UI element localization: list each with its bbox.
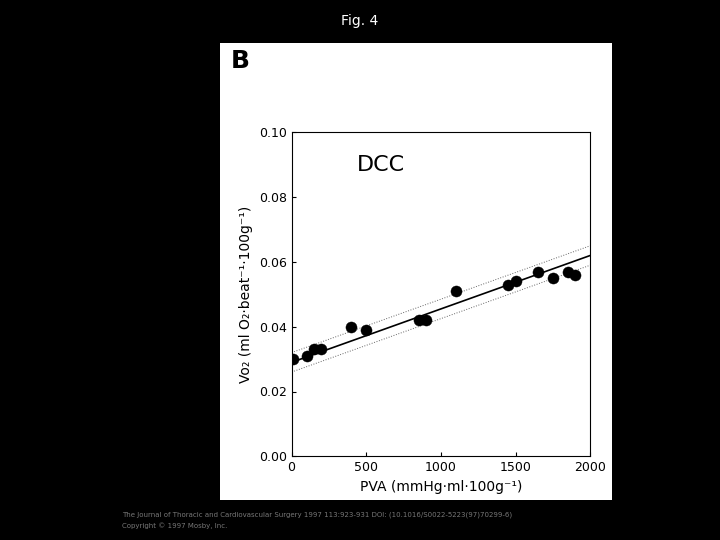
Point — [503, 280, 514, 289]
Text: DCC: DCC — [357, 155, 405, 175]
Point — [450, 287, 462, 295]
Point — [510, 277, 521, 286]
Point — [361, 326, 372, 334]
Point — [570, 271, 581, 279]
Point — [413, 316, 424, 325]
Text: Copyright © 1997 Mosby, Inc.: Copyright © 1997 Mosby, Inc. — [122, 522, 228, 529]
Point — [346, 322, 357, 331]
X-axis label: PVA (mmHg·ml·100g⁻¹): PVA (mmHg·ml·100g⁻¹) — [360, 480, 522, 494]
Text: B: B — [230, 49, 249, 72]
Point — [287, 355, 299, 363]
Point — [308, 345, 320, 354]
Point — [301, 352, 312, 360]
Point — [316, 345, 328, 354]
Text: Fig. 4: Fig. 4 — [341, 14, 379, 28]
Point — [532, 267, 544, 276]
Y-axis label: Vo₂ (ml O₂·beat⁻¹·100g⁻¹): Vo₂ (ml O₂·beat⁻¹·100g⁻¹) — [239, 206, 253, 383]
Point — [547, 274, 559, 282]
Point — [420, 316, 432, 325]
Point — [562, 267, 574, 276]
Text: The Journal of Thoracic and Cardiovascular Surgery 1997 113:923-931 DOI: (10.101: The Journal of Thoracic and Cardiovascul… — [122, 512, 513, 518]
